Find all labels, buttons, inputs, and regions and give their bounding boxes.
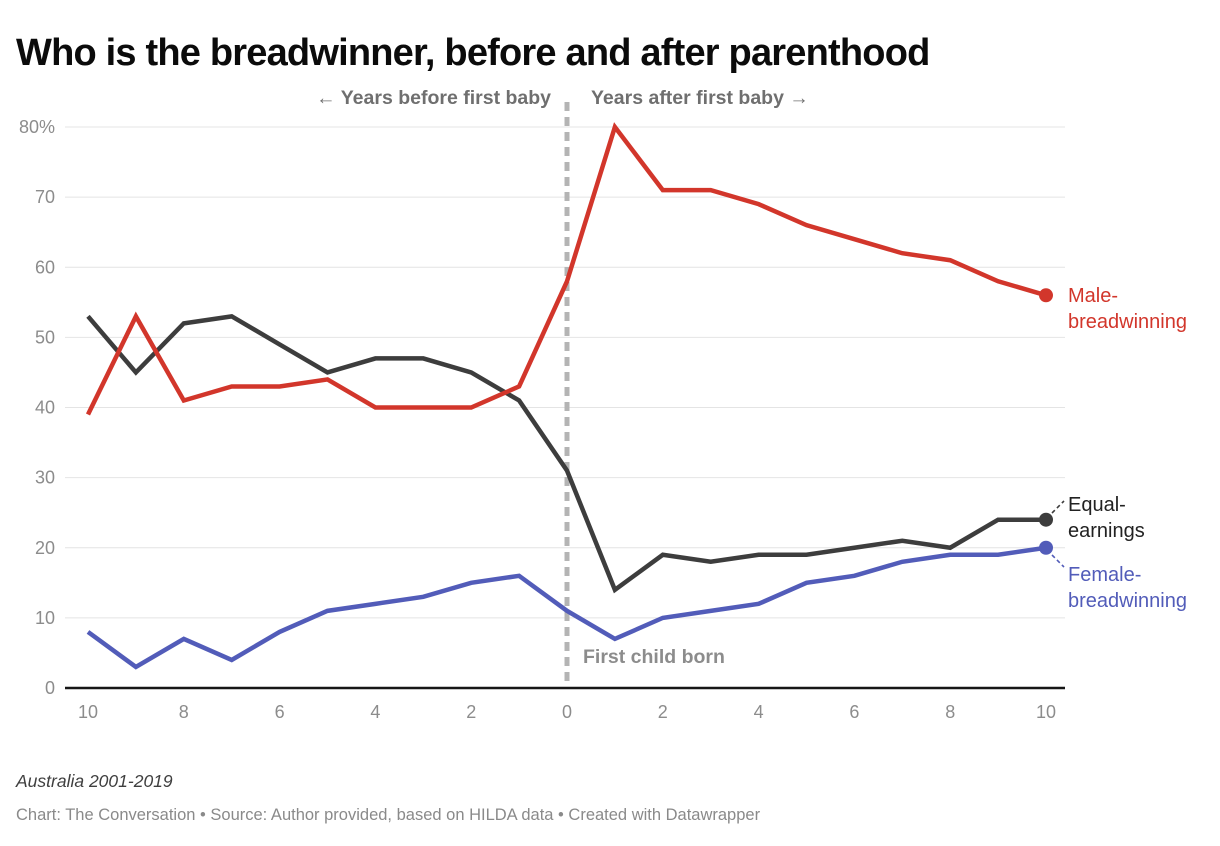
x-tick-label-5: 0 [562, 702, 572, 722]
series-end-dot-equal-earnings [1039, 512, 1053, 527]
y-tick-label-60: 60 [35, 257, 55, 277]
series-label-male-breadwinning: Male- breadwinning [1068, 283, 1187, 335]
female-label-connector [1051, 554, 1065, 568]
y-tick-label-30: 30 [35, 468, 55, 488]
x-tick-label-2: 6 [275, 702, 285, 722]
x-tick-label-9: 8 [945, 702, 955, 722]
x-tick-label-3: 4 [370, 702, 380, 722]
y-tick-label-20: 20 [35, 538, 55, 558]
series-line-equal-earnings [86, 313, 1046, 594]
series-label-female-line2: breadwinning [1068, 590, 1187, 612]
chart-title: Who is the breadwinner, before and after… [16, 32, 930, 75]
series-label-male-line1: Male- [1068, 285, 1119, 307]
series-line-male-breadwinning [85, 122, 1047, 416]
series-label-equal-line1: Equal- [1068, 494, 1126, 516]
series-label-female-breadwinning: Female- breadwinning [1068, 562, 1187, 614]
y-tick-label-10: 10 [35, 608, 55, 628]
annotation-years-after: Years after first baby → [591, 87, 809, 109]
footer-note: Australia 2001-2019 [16, 771, 173, 791]
footer-credit: Chart: The Conversation • Source: Author… [16, 806, 761, 824]
series-label-male-line2: breadwinning [1068, 311, 1187, 333]
x-tick-label-7: 4 [754, 702, 764, 722]
event-label-first-child-born: First child born [583, 646, 725, 668]
series-end-dot-male-breadwinning [1039, 288, 1053, 303]
equal-label-connector [1051, 500, 1065, 514]
series-label-equal-earnings: Equal- earnings [1068, 492, 1145, 544]
x-tick-label-0: 10 [78, 702, 98, 722]
y-tick-label-50: 50 [35, 327, 55, 347]
annotation-years-before: ← Years before first baby [316, 87, 551, 109]
x-tick-label-8: 6 [849, 702, 859, 722]
y-tick-label-70: 70 [35, 187, 55, 207]
x-tick-label-10: 10 [1036, 702, 1056, 722]
x-tick-label-6: 2 [658, 702, 668, 722]
series-label-female-line1: Female- [1068, 564, 1142, 586]
series-line-female-breadwinning [86, 545, 1047, 670]
x-tick-label-1: 8 [179, 702, 189, 722]
y-tick-label-0: 0 [45, 678, 55, 698]
y-tick-label-40: 40 [35, 398, 55, 418]
series-label-equal-line2: earnings [1068, 520, 1145, 542]
x-tick-label-4: 2 [466, 702, 476, 722]
y-tick-label-80: 80% [19, 117, 55, 137]
series-end-dot-female-breadwinning [1039, 540, 1053, 555]
